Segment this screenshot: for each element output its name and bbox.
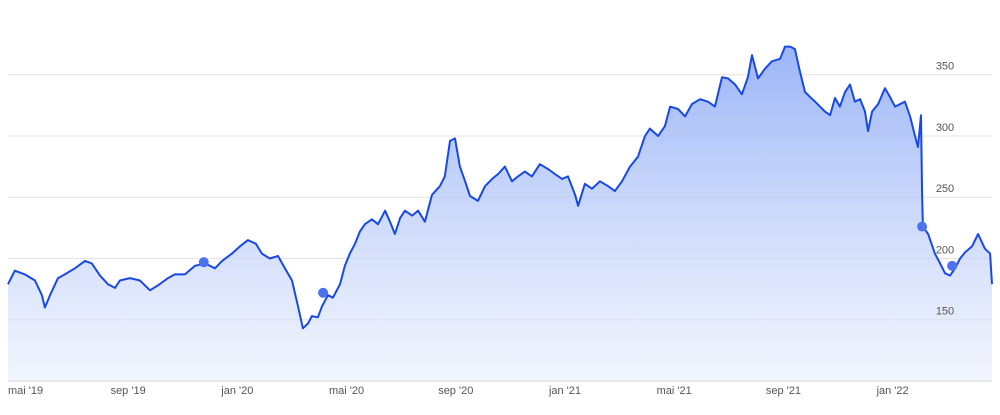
event-marker	[318, 287, 329, 298]
x-tick-label: sep '21	[766, 385, 801, 397]
x-tick-label: mai '19	[8, 385, 43, 397]
event-marker	[198, 257, 209, 268]
y-tick-label: 250	[936, 183, 954, 195]
event-marker	[947, 260, 958, 271]
area	[8, 46, 992, 381]
y-tick-label: 150	[936, 306, 954, 318]
event-marker	[917, 221, 928, 232]
x-tick-label: jan '21	[548, 385, 581, 397]
x-tick-label: mai '21	[657, 385, 692, 397]
x-tick-label: jan '22	[876, 385, 909, 397]
price-line	[7, 45, 993, 330]
x-tick-label: mai '20	[329, 385, 364, 397]
x-tick-label: sep '19	[111, 385, 146, 397]
y-tick-label: 300	[936, 122, 954, 134]
x-tick-label: sep '20	[438, 385, 473, 397]
y-tick-label: 200	[936, 244, 954, 256]
y-tick-label: 350	[936, 61, 954, 73]
x-tick-label: jan '20	[220, 385, 253, 397]
